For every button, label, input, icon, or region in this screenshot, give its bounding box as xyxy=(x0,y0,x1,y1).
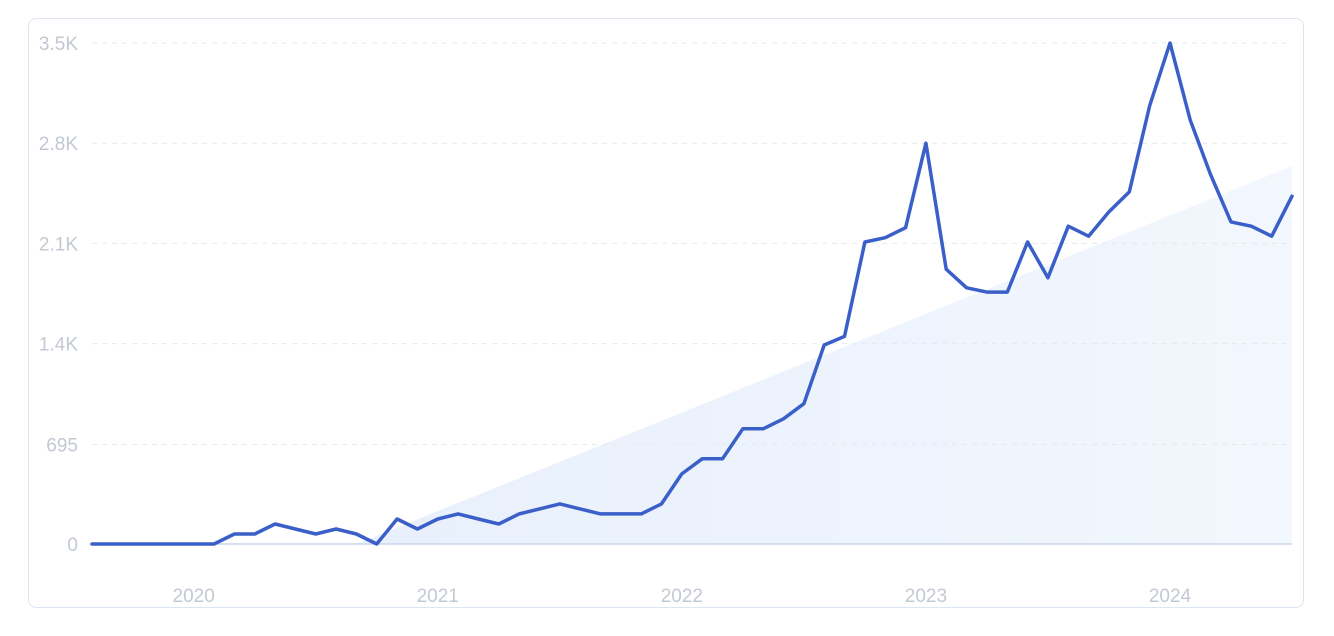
y-tick-label: 695 xyxy=(46,436,78,457)
x-tick-label: 2022 xyxy=(661,586,703,607)
series-line xyxy=(90,41,1294,546)
trend-area xyxy=(356,166,1293,545)
x-tick-label: 2023 xyxy=(905,586,947,607)
y-tick-label: 0 xyxy=(67,535,78,556)
y-tick-label: 2.1K xyxy=(39,234,78,255)
y-tick-label: 3.5K xyxy=(39,34,78,55)
x-tick-label: 2024 xyxy=(1149,586,1192,607)
x-tick-label: 2020 xyxy=(173,586,215,607)
y-tick-label: 2.8K xyxy=(39,134,78,155)
x-tick-label: 2021 xyxy=(417,586,459,607)
y-tick-label: 1.4K xyxy=(39,335,78,356)
